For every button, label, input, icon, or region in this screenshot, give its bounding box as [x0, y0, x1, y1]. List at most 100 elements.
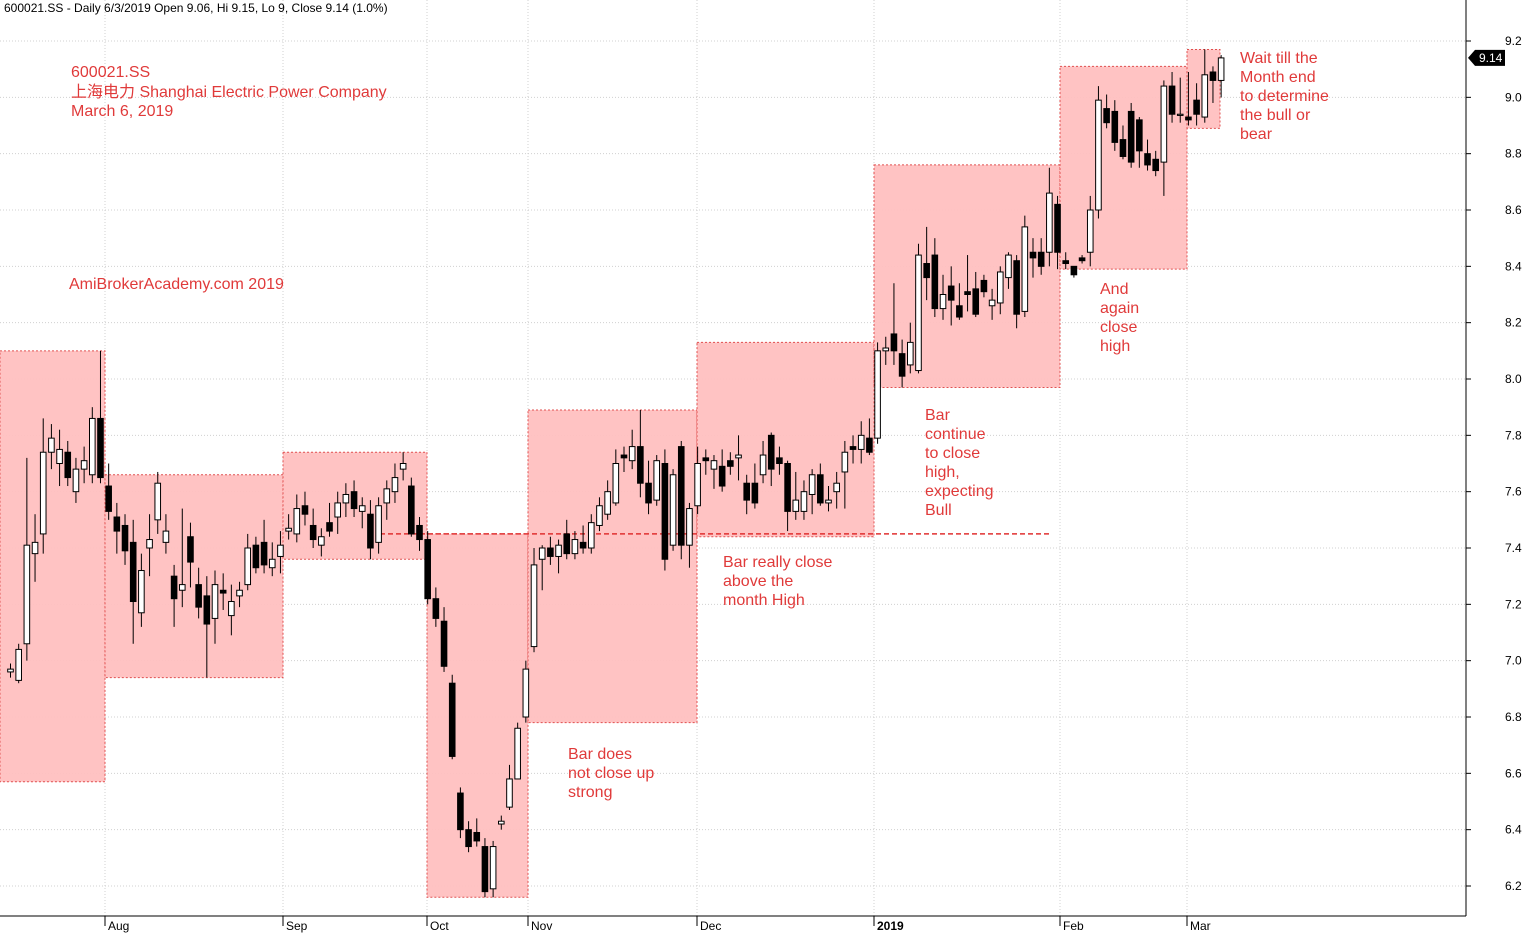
candle-up — [825, 499, 832, 504]
y-tick-label: 7.2 — [1505, 597, 1522, 611]
candle-down — [367, 513, 374, 549]
candle-up — [907, 341, 914, 366]
x-tick-label: Dec — [700, 919, 721, 933]
candle-down — [473, 831, 481, 842]
candle-up — [1046, 192, 1053, 253]
candles — [7, 49, 1225, 898]
candle-down — [326, 522, 333, 532]
y-tick-label: 8.0 — [1505, 372, 1522, 386]
candle-up — [146, 539, 153, 549]
chart-header: 600021.SS - Daily 6/3/2019 Open 9.06, Hi… — [4, 1, 388, 15]
candle-down — [1062, 260, 1070, 265]
candle-up — [915, 254, 922, 372]
candle-down — [129, 541, 137, 603]
candle-up — [1201, 74, 1209, 118]
y-tick-label: 6.6 — [1505, 766, 1522, 780]
candle-down — [440, 620, 448, 667]
x-tick-label: Mar — [1190, 919, 1211, 933]
candle-down — [923, 263, 930, 279]
candle-down — [1111, 110, 1119, 143]
candle-up — [571, 539, 579, 555]
candle-down — [947, 285, 955, 301]
y-axis: 6.2 6.4 6.6 6.8 7.0 7.2 7.4 7.6 7.8 8.0 8.2 8.4 8.6 8… — [1465, 0, 1522, 916]
candle-up — [988, 299, 996, 307]
candle-down — [301, 505, 309, 515]
ticker-title: 600021.SS — [71, 64, 151, 81]
candle-up — [162, 530, 170, 543]
candle-down — [980, 279, 988, 293]
candle-up — [735, 454, 742, 459]
candle-down — [563, 533, 571, 555]
candle-up — [857, 434, 865, 450]
candle-up — [31, 541, 39, 555]
candle-down — [432, 598, 440, 619]
last-price-label: 9.14 — [1479, 51, 1503, 65]
candle-down — [661, 463, 669, 560]
candle-down — [64, 451, 72, 479]
candle-down — [1037, 251, 1045, 267]
candle-up — [1217, 57, 1225, 81]
y-tick-label: 6.8 — [1505, 710, 1522, 724]
candle-down — [260, 541, 268, 566]
candle-down — [203, 595, 211, 625]
candle-down — [964, 291, 971, 295]
candle-down — [1119, 139, 1127, 157]
annotation-bar-really-close: Bar really close above the month High — [723, 554, 833, 609]
candle-up — [604, 491, 611, 515]
candle-down — [416, 524, 423, 541]
candle-up — [628, 446, 636, 462]
candle-down — [457, 792, 464, 831]
candle-down — [898, 353, 906, 377]
candle-up — [1021, 226, 1029, 312]
candle-down — [645, 482, 652, 504]
y-tick-label: 6.2 — [1505, 879, 1522, 893]
annotation-bar-continue: Bar continue to close high, expecting Bu… — [925, 407, 994, 519]
candle-up — [56, 448, 63, 464]
candle-up — [612, 463, 620, 504]
y-tick-label: 9.0 — [1505, 90, 1522, 104]
candle-up — [7, 668, 14, 673]
candle-up — [1086, 209, 1094, 253]
candle-down — [481, 846, 489, 893]
candle-up — [277, 544, 284, 557]
candle-up — [800, 491, 808, 512]
candle-up — [596, 505, 603, 526]
candle-down — [350, 491, 358, 510]
candle-down — [465, 829, 472, 848]
candle-up — [808, 474, 816, 495]
candle-up — [686, 508, 693, 546]
x-tick-label: 2019 — [877, 919, 904, 933]
candle-down — [97, 417, 104, 479]
candle-up — [1095, 99, 1102, 211]
company-title: 上海电力 Shanghai Electric Power Company — [71, 84, 387, 101]
candle-down — [767, 434, 775, 470]
candle-down — [620, 454, 628, 459]
candle-up — [39, 451, 47, 535]
candle-down — [637, 446, 644, 484]
candle-up — [759, 454, 767, 476]
candle-up — [587, 522, 595, 549]
candle-down — [972, 288, 980, 315]
candle-down — [866, 437, 873, 453]
x-axis: Aug Sep Oct Nov Dec 2019 Feb Mar — [0, 915, 1466, 933]
candle-up — [375, 505, 382, 543]
candle-up — [939, 294, 947, 310]
candle-down — [1103, 108, 1110, 124]
candle-up — [80, 460, 88, 470]
y-tick-label: 6.4 — [1505, 823, 1522, 837]
candle-down — [1029, 251, 1037, 259]
candle-down — [1193, 99, 1200, 115]
candle-up — [538, 547, 546, 560]
candle-down — [931, 254, 939, 310]
candle-down — [113, 516, 121, 532]
candle-down — [1168, 85, 1176, 115]
candle-down — [1127, 110, 1135, 163]
candle-up — [669, 474, 677, 546]
y-tick-label: 9.2 — [1505, 34, 1522, 48]
candle-up — [15, 648, 22, 681]
candle-down — [187, 536, 194, 563]
candle-down — [702, 457, 710, 462]
candle-up — [236, 589, 243, 597]
month-box — [426, 533, 529, 898]
candle-up — [874, 350, 881, 439]
